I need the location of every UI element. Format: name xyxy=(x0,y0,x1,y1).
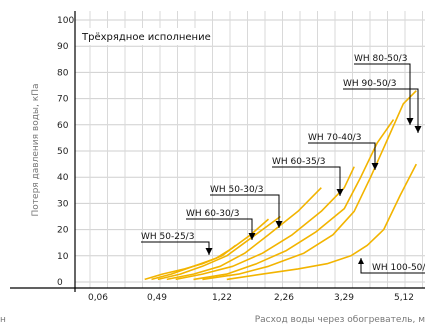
callout-arrow xyxy=(275,221,283,228)
y-tick-label: 20 xyxy=(57,226,69,236)
y-tick-label: 50 xyxy=(57,147,69,157)
y-tick-label: 100 xyxy=(57,16,74,26)
y-tick-label: 0 xyxy=(57,278,63,288)
title-background xyxy=(77,28,212,45)
series-line-wh-80-50-3 xyxy=(193,119,395,281)
callout-arrow xyxy=(248,233,256,240)
x-tick-label: 3,29 xyxy=(334,293,354,303)
callout-leader xyxy=(354,63,411,125)
callout-leader xyxy=(272,166,341,196)
y-tick-label: 70 xyxy=(57,95,69,105)
callout-leader xyxy=(343,88,419,133)
callout-arrow xyxy=(406,118,414,125)
y-tick-label: 90 xyxy=(57,42,69,52)
callout-label: WH 60-35/3 xyxy=(272,157,325,167)
callout-label: WH 70-40/3 xyxy=(308,133,361,143)
callout-leader xyxy=(308,142,376,170)
callout-arrow xyxy=(336,189,344,196)
y-tick-label: 80 xyxy=(57,68,69,78)
y-tick-label: 10 xyxy=(57,252,69,262)
y-axis-title: Потеря давления воды, кПа xyxy=(31,84,41,217)
callout-label: WH 80-50/3 xyxy=(354,54,407,64)
y-tick-label: 60 xyxy=(57,121,69,131)
series-line-wh-100-50-3 xyxy=(226,163,418,281)
series-line-wh-60-35-3 xyxy=(166,187,322,281)
series-line-wh-90-50-3 xyxy=(202,90,417,281)
chart-title: Трёхрядное исполнение xyxy=(81,32,211,43)
x-axis-title: Расход воды через обогреватель, м xyxy=(255,315,425,324)
callout-label: WH 50-30/3 xyxy=(210,185,263,195)
callout-leader xyxy=(141,241,210,255)
x-tick-label: 0,06 xyxy=(88,293,108,303)
callout-label: WH 90-50/3 xyxy=(343,79,396,89)
callout-arrow xyxy=(371,163,379,170)
callout-label: WH 50-25/3 xyxy=(141,232,194,242)
series-line-wh-50-30-3 xyxy=(157,215,281,281)
callout-leader xyxy=(210,194,280,228)
x-tick-label: 5,12 xyxy=(394,293,414,303)
callout-arrow xyxy=(414,126,422,133)
callout-label: WH 100-50/3 xyxy=(372,263,425,273)
labels: Трёхрядное исполнение Потеря давления во… xyxy=(0,28,425,324)
callouts: WH 50-25/3 WH 60-30/3 WH 50-30/3 WH 60-35/3… xyxy=(141,54,425,274)
series-group xyxy=(144,90,418,281)
axes: 0 10 20 30 40 50 60 70 80 90 100 0,06 0,49 1,22 2,26 3,… xyxy=(10,11,425,303)
callout-arrow xyxy=(358,258,364,264)
y-tick-label: 30 xyxy=(57,199,69,209)
x-tick-label: 1,22 xyxy=(212,293,232,303)
x-tick-label: 2,26 xyxy=(274,293,294,303)
callout-arrow xyxy=(205,248,213,255)
x-axis-title-fragment: н xyxy=(0,315,6,324)
x-tick-label: 0,49 xyxy=(147,293,167,303)
callout-label: WH 60-30/3 xyxy=(186,209,239,219)
grid xyxy=(75,11,425,288)
y-tick-label: 40 xyxy=(57,173,69,183)
